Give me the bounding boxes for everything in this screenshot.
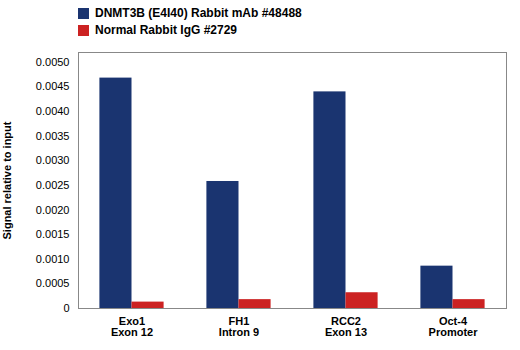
svg-text:0: 0 <box>63 302 69 314</box>
svg-text:Oct-4Promoter: Oct-4Promoter <box>429 315 479 338</box>
svg-text:0.0040: 0.0040 <box>36 105 70 117</box>
html-text:DNMT3B (E4I40) Rabbit mAb #484: DNMT3B (E4I40) Rabbit mAb #48488 <box>95 6 302 20</box>
svg-text:Exo1Exon 12: Exo1Exon 12 <box>111 315 153 338</box>
html-text:Normal Rabbit IgG #2729: Normal Rabbit IgG #2729 <box>95 23 237 37</box>
svg-text:0.0010: 0.0010 <box>36 253 70 265</box>
svg-text:FH1Intron 9: FH1Intron 9 <box>219 315 259 338</box>
svg-text:RCC2Exon 13: RCC2Exon 13 <box>325 315 367 338</box>
svg-text:0.0005: 0.0005 <box>36 277 70 289</box>
svg-text:0.0050: 0.0050 <box>36 56 70 68</box>
svg-text:0.0035: 0.0035 <box>36 130 70 142</box>
svg-text:0.0020: 0.0020 <box>36 204 70 216</box>
svg-text:0.0025: 0.0025 <box>36 179 70 191</box>
svg-text:0.0045: 0.0045 <box>36 80 70 92</box>
svg-text:0.0030: 0.0030 <box>36 154 70 166</box>
svg-text:0.0015: 0.0015 <box>36 228 70 240</box>
svg-text:Signal relative to input: Signal relative to input <box>1 121 13 239</box>
